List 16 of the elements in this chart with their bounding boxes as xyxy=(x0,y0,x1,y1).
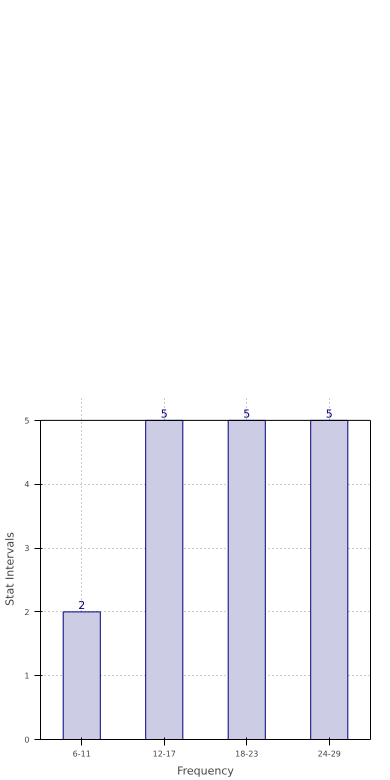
data-label: 5 xyxy=(243,407,250,420)
y-tick-label: 3 xyxy=(24,544,30,554)
data-label: 5 xyxy=(326,407,333,420)
y-tick-label: 0 xyxy=(24,736,30,744)
y-tick-label: 2 xyxy=(24,608,30,617)
data-label: 2 xyxy=(78,598,86,612)
x-tick-label: 12-17 xyxy=(152,750,176,758)
x-tick-label: 18-23 xyxy=(235,750,258,758)
x-axis-title: Frequency xyxy=(177,764,234,778)
y-tick-label: 5 xyxy=(24,416,30,426)
y-tick-label: 1 xyxy=(24,672,30,681)
x-tick-label: 24-29 xyxy=(318,750,341,758)
data-label: 5 xyxy=(160,407,168,420)
x-tick-label: 6-11 xyxy=(72,750,91,758)
y-tick-label: 4 xyxy=(24,480,30,490)
y-axis-title: Stat Intervals xyxy=(3,532,16,606)
